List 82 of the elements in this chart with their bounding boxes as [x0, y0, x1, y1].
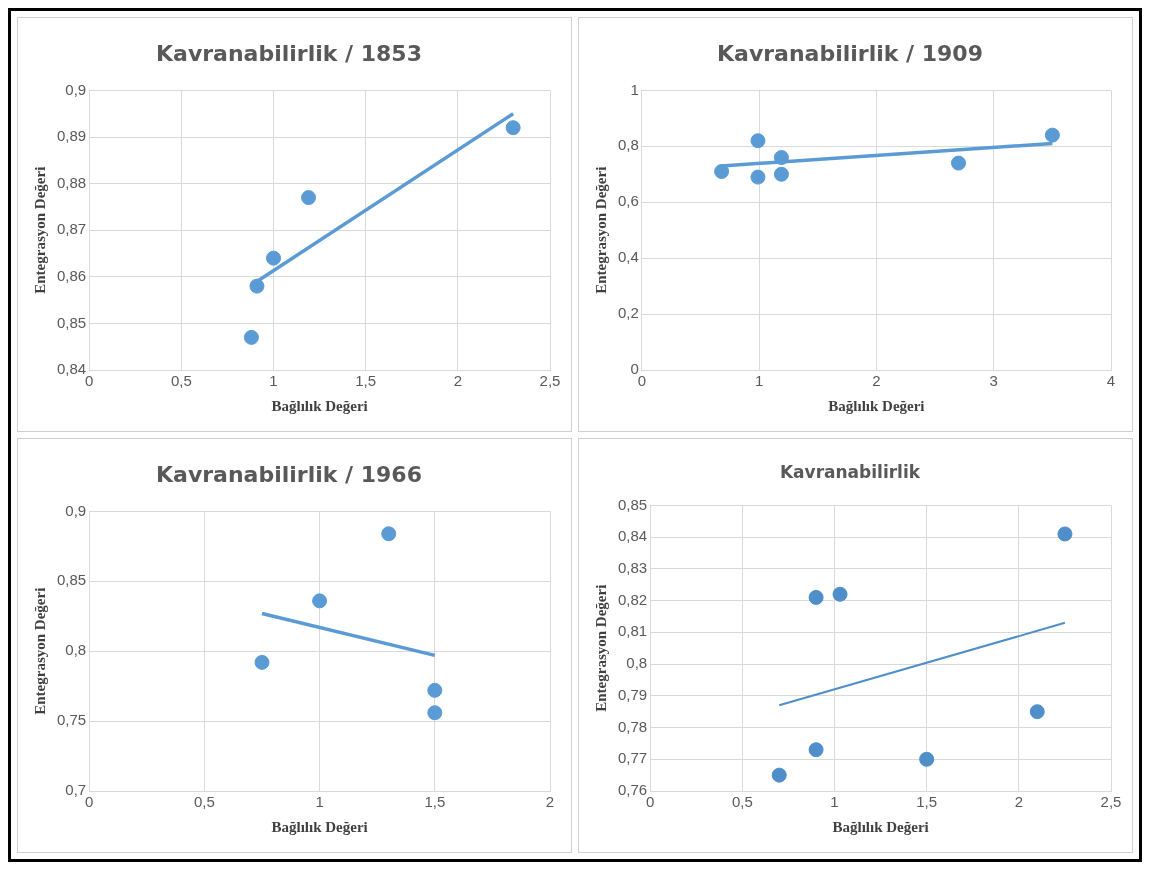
point [919, 751, 935, 767]
x-tick-label: 1 [315, 793, 324, 811]
x-tick-label: 2 [545, 793, 555, 811]
y-tick-label: 0,82 [617, 590, 648, 608]
y-tick-label: 0,83 [617, 559, 648, 577]
y-tick-label: 0,9 [65, 80, 87, 98]
y-tick-label: 0,2 [617, 304, 639, 322]
y-tick-label: 0,7 [65, 781, 87, 799]
y-tick-label: 0,8 [626, 654, 648, 672]
y-tick-label: 0,77 [617, 749, 648, 767]
point [714, 163, 730, 179]
point [1044, 127, 1060, 143]
y-axis-title: Entegrasyon Değeri [592, 584, 609, 712]
x-tick-label: 1 [830, 793, 839, 811]
x-tick-label: 1,5 [424, 793, 446, 811]
point [381, 526, 397, 542]
y-tick-label: 0,6 [617, 192, 639, 210]
x-axis-title: Bağlılık Değeri [271, 397, 368, 414]
point [254, 654, 270, 670]
chart-title: Kavranabilirlik [779, 461, 921, 482]
point [773, 166, 789, 182]
x-tick-label: 2 [1014, 793, 1024, 811]
point [427, 705, 443, 721]
x-tick-label: 2 [453, 372, 463, 390]
point [771, 767, 787, 783]
y-tick-label: 0,8 [617, 136, 639, 154]
y-tick-label: 0,85 [56, 571, 87, 589]
point [249, 278, 265, 294]
point [1029, 704, 1045, 720]
y-tick-label: 0 [630, 360, 639, 378]
x-axis-title: Bağlılık Değeri [832, 818, 929, 835]
point [505, 120, 521, 136]
y-axis-title: Entegrasyon Değeri [31, 166, 48, 294]
x-tick-label: 0,5 [731, 793, 753, 811]
x-tick-label: 1 [269, 372, 278, 390]
y-tick-label: 0,84 [617, 527, 648, 545]
y-tick-label: 0,84 [56, 360, 87, 378]
x-tick-label: 1,5 [355, 372, 377, 390]
point [243, 329, 259, 345]
x-tick-label: 3 [989, 372, 998, 390]
y-tick-label: 0,85 [56, 313, 87, 331]
x-tick-label: 2,5 [539, 372, 561, 390]
y-tick-label: 0,85 [617, 495, 648, 513]
x-axis-title: Bağlılık Değeri [271, 818, 368, 835]
y-tick-label: 1 [630, 80, 639, 98]
x-tick-label: 2,5 [1100, 793, 1122, 811]
y-tick-label: 0,88 [56, 173, 87, 191]
y-tick-label: 0,89 [56, 127, 87, 145]
y-tick-label: 0,75 [56, 711, 87, 729]
point [1057, 526, 1073, 542]
y-tick-label: 0,79 [617, 685, 648, 703]
x-tick-label: 0,5 [193, 793, 215, 811]
point [808, 742, 824, 758]
point [750, 133, 766, 149]
x-tick-label: 1 [754, 372, 764, 390]
chart-title: Kavranabilirlik / 1966 [156, 461, 422, 487]
point [808, 589, 824, 605]
point [312, 593, 328, 609]
y-tick-label: 0,78 [617, 717, 648, 735]
x-tick-label: 0,5 [170, 372, 192, 390]
point [750, 169, 766, 185]
y-tick-label: 0,86 [56, 266, 87, 284]
y-axis-title: Entegrasyon Değeri [31, 587, 48, 715]
y-tick-label: 0,8 [65, 641, 87, 659]
point [951, 155, 967, 171]
chart-title: Kavranabilirlik / 1853 [156, 40, 422, 66]
point [301, 190, 317, 206]
y-tick-label: 0,4 [617, 248, 639, 266]
y-tick-label: 0,76 [617, 781, 648, 799]
point [266, 250, 282, 266]
x-tick-label: 1,5 [916, 793, 938, 811]
point [427, 682, 443, 698]
x-axis-title: Bağlılık Değeri [828, 397, 925, 414]
point [773, 150, 789, 165]
x-tick-label: 2 [872, 372, 881, 390]
y-axis-title: Entegrasyon Değeri [592, 166, 609, 294]
y-tick-label: 0,9 [65, 501, 87, 519]
y-tick-label: 0,81 [617, 622, 648, 640]
chart-title: Kavranabilirlik / 1909 [717, 40, 983, 66]
x-tick-label: 4 [1106, 372, 1116, 390]
point [832, 586, 848, 602]
y-tick-label: 0,87 [56, 220, 87, 238]
